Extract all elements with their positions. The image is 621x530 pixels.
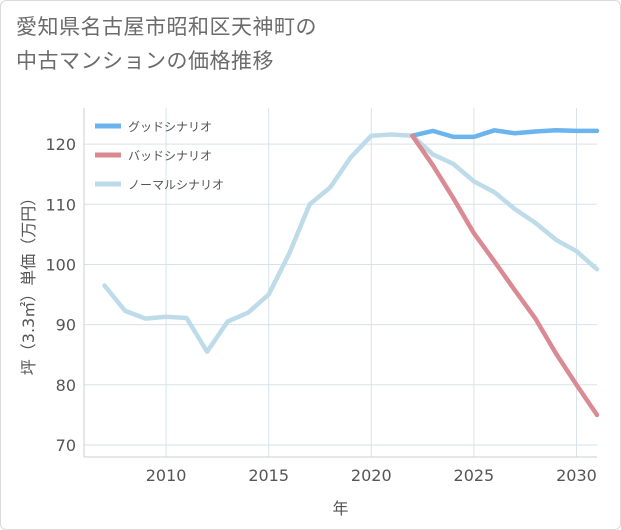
- x-axis-label: 年: [332, 499, 348, 518]
- legend-label-1: グッドシナリオ: [128, 120, 212, 134]
- title-line-2: 中古マンションの価格推移: [16, 49, 274, 73]
- series-line-3: [102, 132, 600, 354]
- y-axis-label: 坪（3.3㎡）単価（万円）: [19, 190, 38, 375]
- x-tick-label: 2020: [351, 466, 392, 485]
- y-tick-label: 90: [56, 316, 76, 335]
- x-tick-label: 2025: [454, 466, 495, 485]
- x-tick-label: 2010: [146, 466, 187, 485]
- legend-label-3: ノーマルシナリオ: [128, 178, 224, 192]
- series-line-1: [410, 128, 600, 140]
- y-tick-label: 70: [56, 436, 76, 455]
- y-tick-label: 120: [45, 135, 76, 154]
- series-line-2: [410, 133, 600, 418]
- legend-label-2: バッドシナリオ: [128, 149, 212, 163]
- title-line-1: 愛知県名古屋市昭和区天神町の: [16, 15, 317, 39]
- x-tick-label: 2015: [248, 466, 289, 485]
- y-tick-label: 100: [45, 255, 76, 274]
- series-lines: [102, 128, 600, 418]
- grid: [84, 108, 597, 457]
- y-tick-label: 110: [45, 195, 76, 214]
- y-tick-label: 80: [56, 376, 76, 395]
- x-tick-label: 2030: [556, 466, 597, 485]
- axes: 70 80 90 100 110 120 2010 2015 2020 2025 2030: [45, 108, 597, 485]
- chart-title: 愛知県名古屋市昭和区天神町の 中古マンションの価格推移: [16, 10, 317, 78]
